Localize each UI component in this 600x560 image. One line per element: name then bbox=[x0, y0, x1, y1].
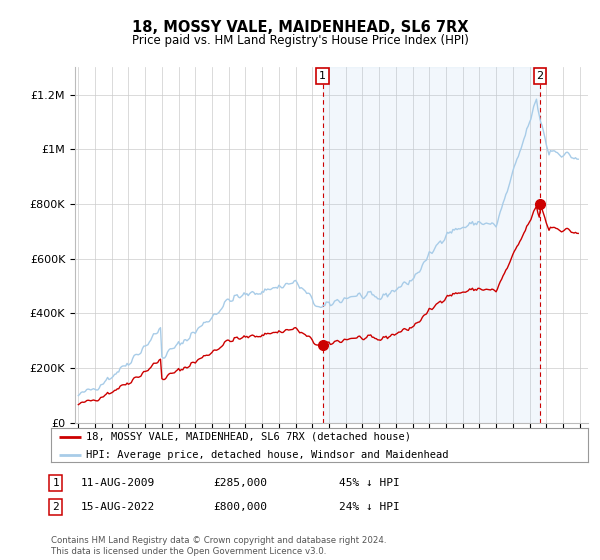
Bar bbox=[323, 67, 540, 423]
Text: 2: 2 bbox=[536, 71, 544, 81]
Text: 18, MOSSY VALE, MAIDENHEAD, SL6 7RX (detached house): 18, MOSSY VALE, MAIDENHEAD, SL6 7RX (det… bbox=[86, 432, 411, 442]
Text: 24% ↓ HPI: 24% ↓ HPI bbox=[339, 502, 400, 512]
Text: £285,000: £285,000 bbox=[213, 478, 267, 488]
Text: £800,000: £800,000 bbox=[213, 502, 267, 512]
Text: 1: 1 bbox=[52, 478, 59, 488]
Text: 2: 2 bbox=[52, 502, 59, 512]
Text: 18, MOSSY VALE, MAIDENHEAD, SL6 7RX: 18, MOSSY VALE, MAIDENHEAD, SL6 7RX bbox=[132, 20, 468, 35]
Text: 45% ↓ HPI: 45% ↓ HPI bbox=[339, 478, 400, 488]
Text: Contains HM Land Registry data © Crown copyright and database right 2024.
This d: Contains HM Land Registry data © Crown c… bbox=[51, 536, 386, 556]
Text: 15-AUG-2022: 15-AUG-2022 bbox=[81, 502, 155, 512]
Text: 11-AUG-2009: 11-AUG-2009 bbox=[81, 478, 155, 488]
Text: Price paid vs. HM Land Registry's House Price Index (HPI): Price paid vs. HM Land Registry's House … bbox=[131, 34, 469, 46]
Text: HPI: Average price, detached house, Windsor and Maidenhead: HPI: Average price, detached house, Wind… bbox=[86, 450, 448, 460]
Text: 1: 1 bbox=[319, 71, 326, 81]
